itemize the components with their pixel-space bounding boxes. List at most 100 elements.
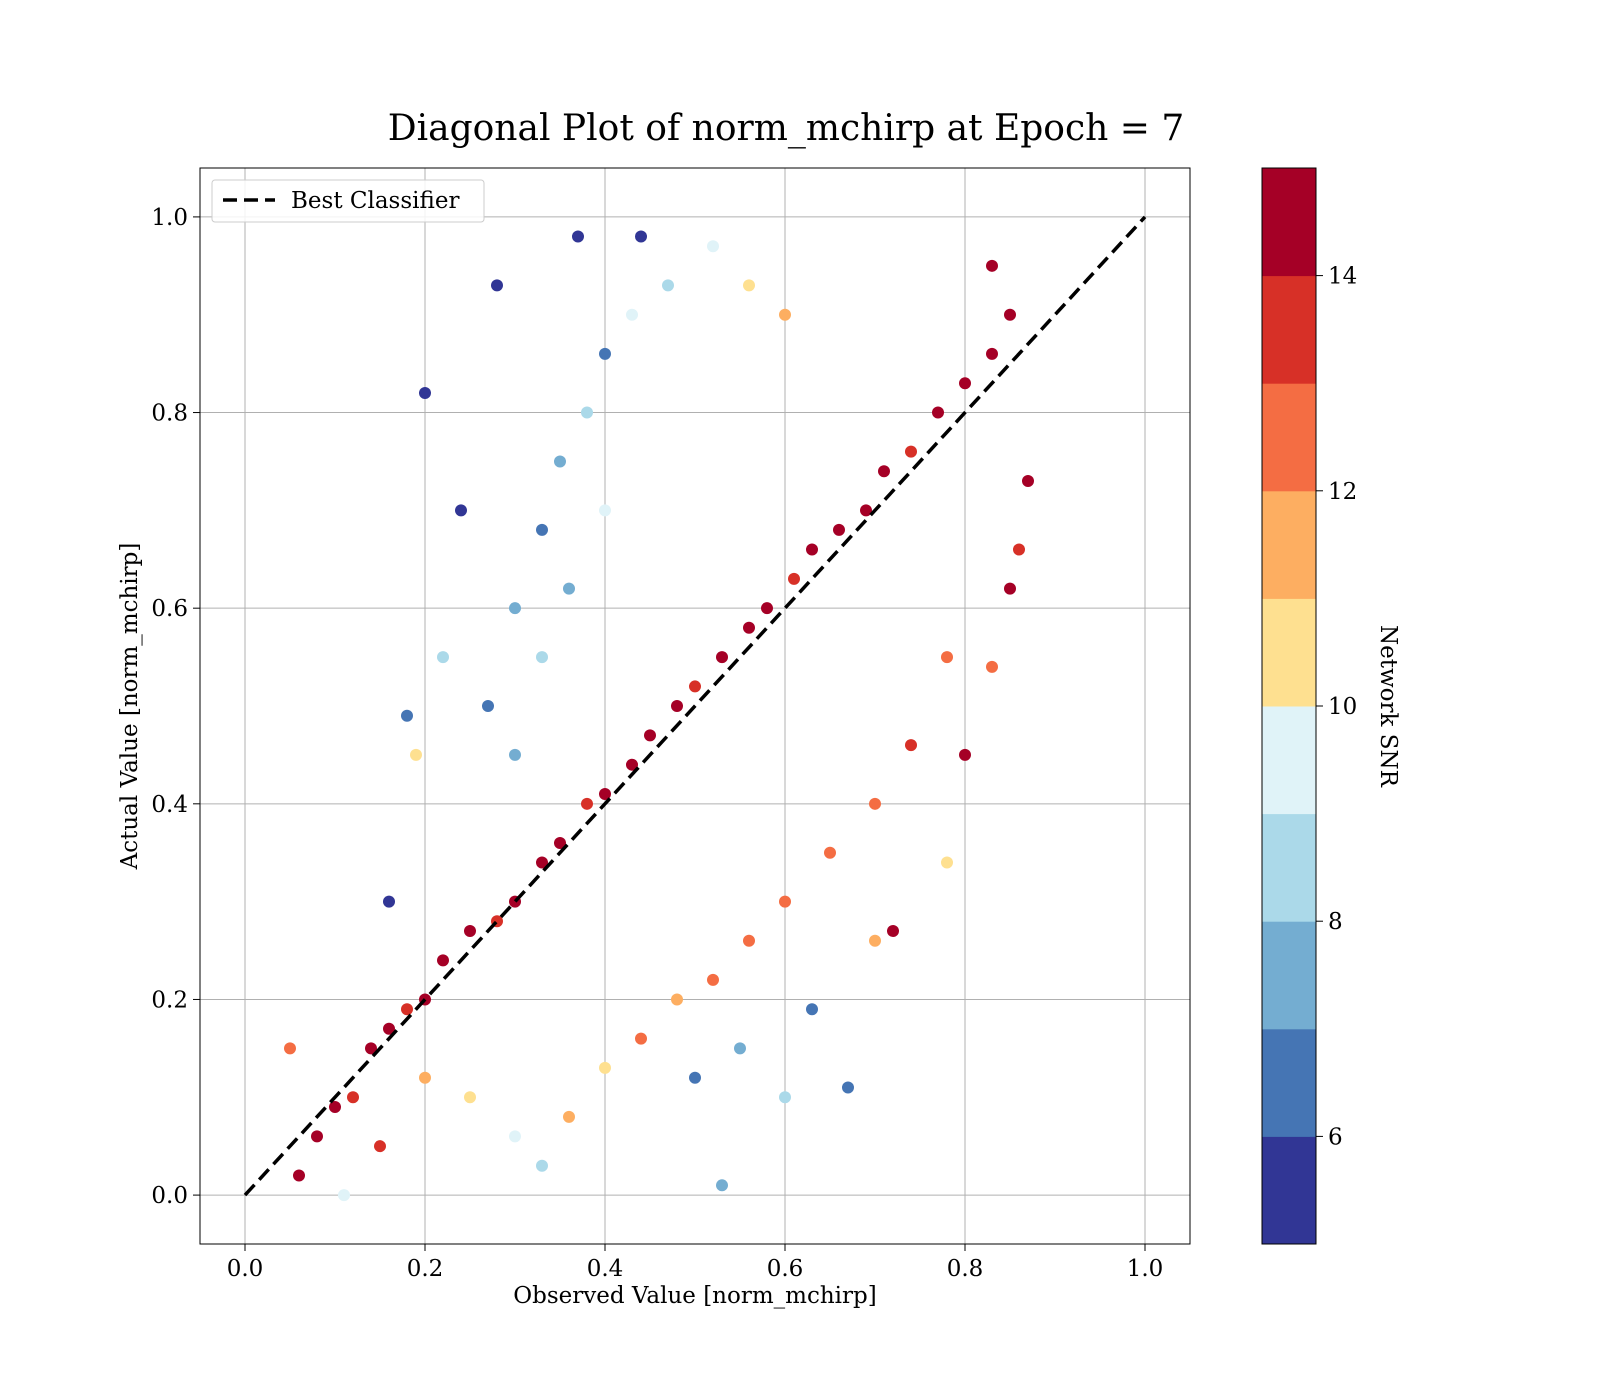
scatter-point-6	[401, 709, 413, 722]
y-tick-label-3: 0.6	[151, 596, 188, 622]
scatter-point-89	[986, 259, 998, 272]
scatter-point-5	[383, 895, 395, 908]
scatter-point-3	[455, 504, 467, 517]
scatter-points	[284, 230, 1034, 1202]
colorbar-tick-label-4: 14	[1328, 264, 1357, 290]
colorbar-bin-2	[1262, 921, 1316, 1030]
scatter-point-25	[626, 308, 638, 321]
colorbar-bin-9	[1262, 168, 1316, 277]
best-classifier-line	[243, 215, 1147, 1197]
scatter-point-71	[599, 788, 611, 801]
x-tick-label-0: 0.0	[227, 1256, 264, 1282]
scatter-point-81	[365, 1042, 377, 1055]
legend-box	[211, 179, 485, 223]
scatter-point-53	[347, 1091, 359, 1104]
x-tick-label-2: 0.4	[587, 1256, 624, 1282]
scatter-point-30	[599, 1061, 611, 1074]
scatter-point-20	[662, 279, 674, 292]
scatter-point-37	[419, 1071, 431, 1084]
scatter-point-8	[806, 1003, 818, 1016]
scatter-point-21	[779, 1091, 791, 1104]
scatter-point-62	[329, 1101, 341, 1114]
colorbar-bin-6	[1262, 490, 1316, 599]
scatter-point-17	[716, 1179, 728, 1192]
x-axis-label: Observed Value [norm_mchirp]	[513, 1283, 876, 1309]
scatter-point-47	[779, 895, 791, 908]
scatter-point-9	[482, 700, 494, 712]
colorbar-tick-label-3: 12	[1328, 479, 1357, 505]
scatter-point-61	[1004, 582, 1016, 595]
colorbar-bin-7	[1262, 383, 1316, 492]
chart-title: Diagonal Plot of norm_mchirp at Epoch = …	[388, 108, 1185, 149]
scatter-point-15	[509, 602, 521, 615]
scatter-point-68	[833, 523, 845, 536]
scatter-point-38	[671, 993, 683, 1006]
scatter-point-50	[401, 1003, 413, 1016]
scatter-point-58	[374, 1140, 386, 1153]
legend-label: Best Classifier	[291, 188, 459, 214]
scatter-point-22	[536, 1159, 548, 1172]
scatter-point-79	[671, 700, 683, 712]
scatter-point-78	[464, 924, 476, 937]
scatter-point-7	[599, 347, 611, 360]
scatter-point-55	[905, 445, 917, 458]
x-tick-label-3: 0.6	[767, 1256, 804, 1282]
scatter-point-28	[707, 240, 719, 253]
scatter-point-42	[743, 934, 755, 947]
scatter-point-45	[707, 973, 719, 986]
scatter-point-23	[581, 406, 593, 419]
scatter-point-70	[293, 1169, 305, 1182]
scatter-point-31	[743, 279, 755, 292]
scatter-point-13	[509, 748, 521, 761]
plot-frame	[199, 167, 1191, 1245]
scatter-point-48	[869, 797, 881, 810]
scatter-point-44	[824, 846, 836, 859]
scatter-point-51	[1013, 543, 1025, 556]
y-axis-label: Actual Value [norm_mchirp]	[117, 543, 143, 871]
legend: Best Classifier	[211, 179, 485, 223]
scatter-point-35	[563, 1110, 575, 1123]
scatter-point-19	[536, 651, 548, 664]
colorbar-tick-label-0: 6	[1328, 1124, 1343, 1150]
x-axis-ticks: 0.0 0.2 0.4 0.6 0.8 1.0	[227, 1244, 1163, 1282]
scatter-point-59	[536, 856, 548, 869]
scatter-point-67	[383, 1022, 395, 1035]
scatter-point-66	[743, 621, 755, 634]
scatter-point-39	[869, 934, 881, 947]
scatter-point-64	[986, 347, 998, 360]
scatter-point-29	[338, 1189, 350, 1202]
x-tick-label-4: 0.8	[947, 1256, 984, 1282]
scatter-point-88	[878, 465, 890, 478]
colorbar-bin-8	[1262, 275, 1316, 384]
scatter-point-26	[509, 1130, 521, 1143]
scatter-point-14	[734, 1042, 746, 1055]
scatter-point-36	[779, 308, 791, 321]
colorbar-bin-0	[1262, 1136, 1316, 1245]
colorbar-bin-4	[1262, 706, 1316, 815]
scatter-point-49	[905, 739, 917, 752]
x-tick-label-1: 0.2	[407, 1256, 444, 1282]
colorbar	[1261, 167, 1317, 1245]
scatter-point-86	[554, 836, 566, 849]
scatter-point-83	[806, 543, 818, 556]
scatter-point-1	[419, 386, 431, 399]
colorbar-bin-5	[1262, 598, 1316, 707]
scatter-point-34	[464, 1091, 476, 1104]
colorbar-bin-1	[1262, 1028, 1316, 1137]
scatter-point-77	[1004, 308, 1016, 321]
scatter-point-40	[635, 1032, 647, 1045]
scatter-point-60	[860, 504, 872, 517]
scatter-point-16	[563, 582, 575, 595]
scatter-point-65	[437, 954, 449, 967]
y-tick-label-5: 1.0	[151, 205, 188, 231]
scatter-point-87	[716, 651, 728, 664]
scatter-point-54	[689, 680, 701, 693]
y-tick-label-1: 0.2	[151, 987, 188, 1013]
scatter-point-4	[491, 279, 503, 292]
scatter-point-72	[932, 406, 944, 419]
colorbar-tick-label-1: 8	[1328, 909, 1343, 935]
scatter-point-73	[959, 748, 971, 761]
scatter-point-84	[959, 377, 971, 390]
scatter-point-43	[941, 651, 953, 664]
